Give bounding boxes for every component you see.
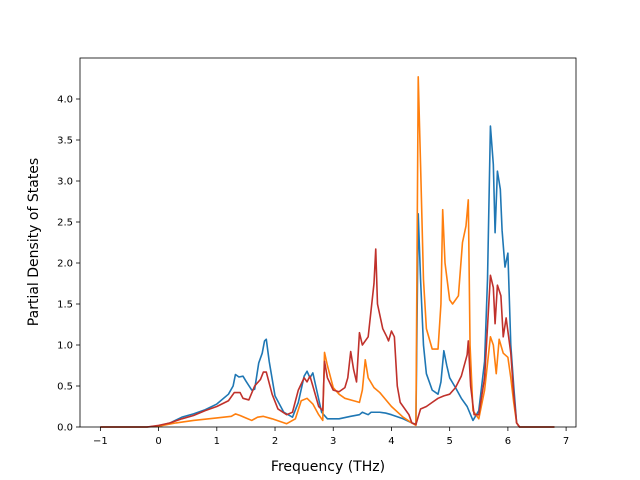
x-tick-label: 2 [272, 436, 278, 447]
y-tick-label: 3.5 [57, 136, 73, 147]
plot-lines [100, 76, 555, 428]
y-axis-title: Partial Density of States [26, 158, 42, 326]
y-tick-label: 0.5 [57, 382, 73, 393]
series-line-2 [100, 76, 555, 428]
y-tick-label: 3.0 [57, 177, 73, 188]
x-tick-label: 6 [505, 436, 511, 447]
series-line-3 [100, 248, 555, 428]
x-tick-label: 3 [330, 436, 336, 447]
plot-frame [79, 57, 577, 428]
x-tick-label: 7 [563, 436, 569, 447]
x-tick-label: −1 [93, 436, 108, 447]
x-tick-label: 0 [155, 436, 161, 447]
y-tick-label: 1.5 [57, 300, 73, 311]
y-tick-label: 2.5 [57, 218, 73, 229]
x-axis-title: Frequency (THz) [271, 459, 385, 475]
x-tick-label: 1 [214, 436, 220, 447]
x-tick-label: 4 [388, 436, 394, 447]
x-axis-ticks: −1 0 1 2 3 4 5 6 7 [93, 427, 569, 447]
series-line-1 [100, 125, 555, 428]
y-tick-label: 2.0 [57, 259, 73, 270]
y-tick-label: 4.0 [57, 95, 73, 106]
y-axis-ticks: 0.0 0.5 1.0 1.5 2.0 2.5 3.0 3.5 4.0 [57, 95, 80, 434]
y-tick-label: 1.0 [57, 341, 73, 352]
x-tick-label: 5 [446, 436, 452, 447]
y-tick-label: 0.0 [57, 423, 73, 434]
